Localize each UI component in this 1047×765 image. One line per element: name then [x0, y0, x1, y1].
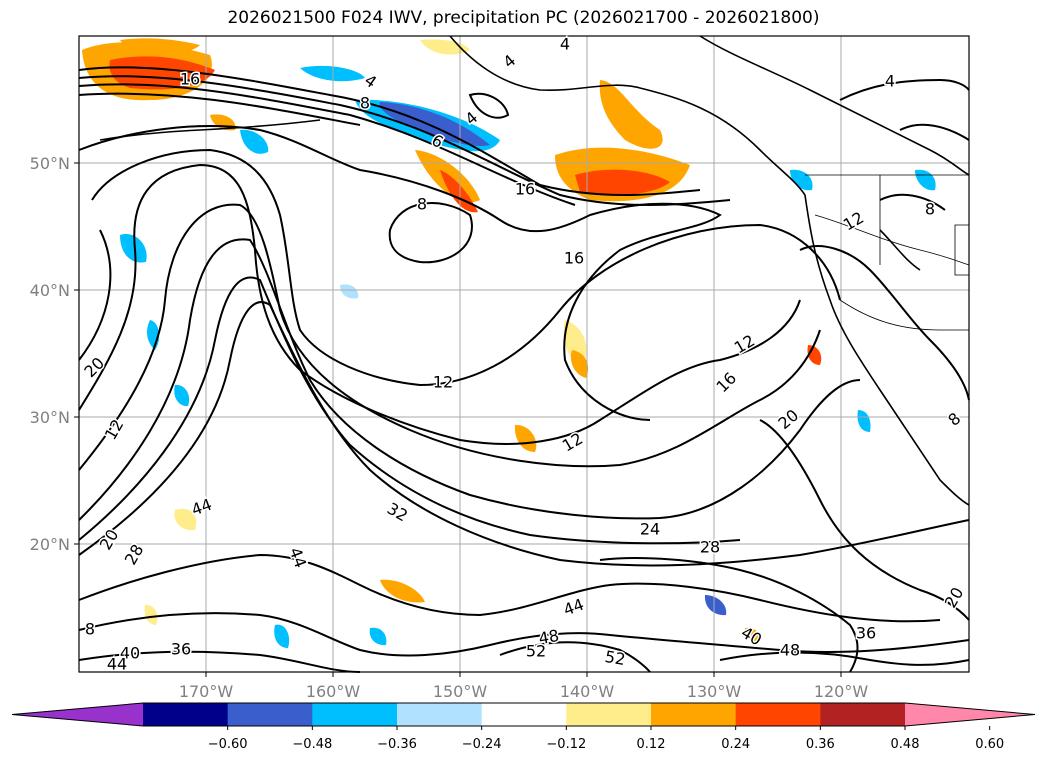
contour-label: 36	[171, 640, 191, 659]
map-gridlines	[79, 36, 969, 672]
colorbar-label: 0.48	[891, 737, 920, 752]
map-area	[79, 36, 969, 672]
colorbar-segment	[397, 703, 483, 726]
colorbar-segment	[481, 703, 567, 726]
contour-label: 4	[560, 35, 570, 54]
lat-tick-labels: 50°N 40°N 30°N 20°N	[30, 154, 70, 554]
contour-label: 44	[107, 655, 127, 674]
lat-tick-30n: 30°N	[30, 408, 70, 427]
contour-label: 28	[700, 538, 720, 557]
lon-tick-150w: 150°W	[433, 682, 488, 701]
contour-label: 52	[603, 647, 626, 669]
contour-label: 4	[885, 72, 895, 91]
coastlines	[99, 35, 970, 506]
colorbar: −0.60 −0.48 −0.36 −0.24 −0.12 0.12 0.24 0.36 0.4…	[11, 702, 1036, 752]
contour-label: 52	[526, 642, 546, 661]
colorbar-label: −0.12	[546, 737, 586, 752]
colorbar-segment	[735, 703, 821, 726]
lat-tick-40n: 40°N	[30, 281, 70, 300]
lat-tick-20n: 20°N	[30, 535, 70, 554]
lon-tick-130w: 130°W	[687, 682, 742, 701]
map-frame	[78, 35, 970, 673]
contour-label: 8	[925, 200, 935, 219]
contour-label: 8	[417, 195, 427, 214]
contour-label: 12	[433, 373, 453, 392]
lon-tick-170w: 170°W	[179, 682, 234, 701]
lon-tick-120w: 120°W	[814, 682, 869, 701]
colorbar-label: 0.12	[637, 737, 666, 752]
colorbar-segment	[143, 703, 229, 726]
contour-label: 36	[856, 624, 876, 643]
colorbar-label: −0.48	[292, 737, 332, 752]
contour-label: 48	[780, 641, 800, 660]
colorbar-segment	[820, 703, 906, 726]
map-title: 2026021500 F024 IWV, precipitation PC (2…	[227, 8, 820, 28]
colorbar-label: 0.24	[721, 737, 750, 752]
iwv-contours	[78, 66, 970, 673]
contour-label: 16	[564, 249, 584, 268]
colorbar-outline	[11, 702, 1036, 727]
colorbar-label: 0.36	[806, 737, 835, 752]
colorbar-segment	[566, 703, 652, 726]
colorbar-extend-low	[12, 703, 143, 726]
axis-ticks	[74, 162, 842, 677]
contour-label: 16	[515, 180, 535, 199]
lat-tick-50n: 50°N	[30, 154, 70, 173]
colorbar-segment	[312, 703, 398, 726]
contour-label: 40	[120, 644, 140, 663]
contour-label: 8	[360, 94, 370, 113]
lon-tick-160w: 160°W	[306, 682, 361, 701]
contour-label: 8	[85, 620, 95, 639]
colorbar-segment	[227, 703, 313, 726]
colorbar-segment	[651, 703, 737, 726]
colorbar-extend-high	[905, 703, 1035, 726]
colorbar-label: −0.36	[377, 737, 417, 752]
contour-label: 16	[180, 70, 200, 89]
contour-label: 24	[640, 520, 660, 539]
colorbar-label: −0.24	[462, 737, 502, 752]
lon-tick-labels: 170°W 160°W 150°W 140°W 130°W 120°W	[179, 682, 869, 701]
colorbar-label: 0.60	[975, 737, 1004, 752]
political-borders	[805, 174, 970, 331]
colorbar-label: −0.60	[208, 737, 248, 752]
lon-tick-140w: 140°W	[560, 682, 615, 701]
